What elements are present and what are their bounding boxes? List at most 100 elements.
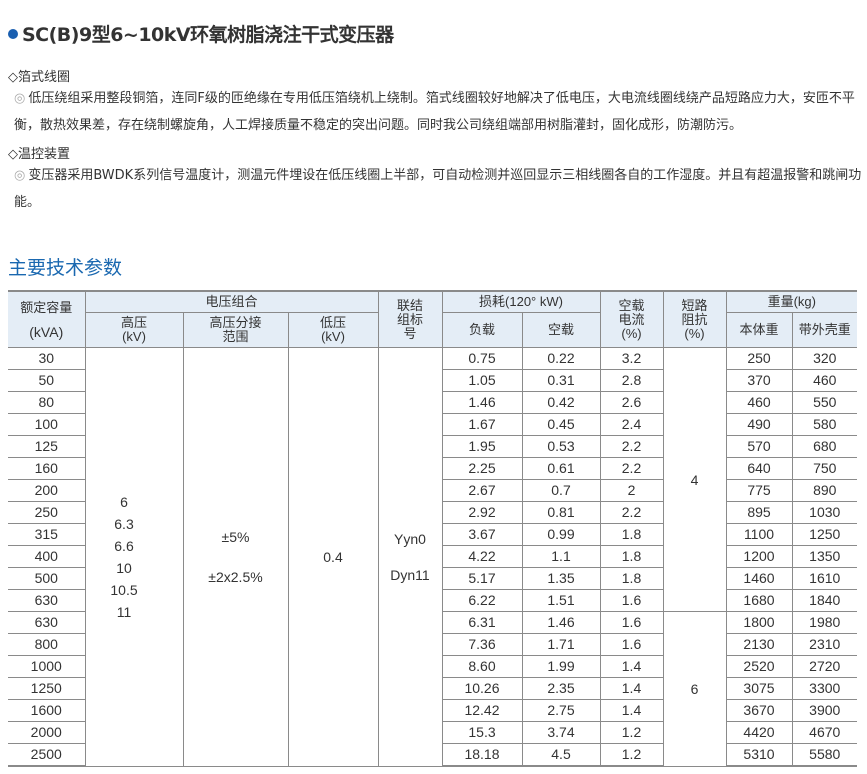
load-loss-cell: 1.46	[441, 391, 523, 414]
case-weight-cell: 680	[791, 435, 858, 458]
noload-loss-cell: 2.35	[521, 677, 601, 700]
header-text: 额定容量	[20, 299, 73, 315]
case-weight-cell: 2720	[791, 655, 858, 678]
load-loss-cell: 12.42	[441, 699, 523, 722]
noload-current-cell: 2.8	[599, 369, 664, 392]
case-weight-cell: 580	[791, 413, 858, 436]
body-weight-cell: 4420	[725, 721, 793, 744]
header-text: 阻抗	[681, 311, 708, 327]
load-loss-cell: 2.67	[441, 479, 523, 502]
body-weight-cell: 640	[725, 457, 793, 480]
bullet-dot-icon	[8, 29, 18, 39]
case-weight-cell: 1840	[791, 589, 858, 612]
noload-loss-cell: 0.31	[521, 369, 601, 392]
load-loss-cell: 6.22	[441, 589, 523, 612]
load-loss-cell: 3.67	[441, 523, 523, 546]
capacity-cell: 2500	[8, 743, 86, 767]
load-loss-cell: 2.25	[441, 457, 523, 480]
body-weight-cell: 3075	[725, 677, 793, 700]
header-text: 空载	[618, 297, 645, 313]
connection-cell: Yyn0 Dyn11	[377, 347, 443, 767]
noload-current-cell: 2.2	[599, 435, 664, 458]
header-text: 联结	[396, 297, 423, 313]
header-text: 组标	[396, 311, 423, 327]
body-weight-cell: 3670	[725, 699, 793, 722]
body-weight-cell: 250	[725, 347, 793, 370]
hv-cell-value: 10.5	[110, 581, 138, 598]
body-weight-cell: 370	[725, 369, 793, 392]
table-row: 30 6 6.3 6.6 10 10.5 11 ±5% ±2x2.5% 0.4 Yyn0 Dyn11 0…	[8, 347, 858, 767]
load-loss-cell: 10.26	[441, 677, 523, 700]
body-weight-cell: 490	[725, 413, 793, 436]
body-weight-cell: 775	[725, 479, 793, 502]
table-row: 400 4.22 1.1 1.8 1200 1350	[8, 545, 858, 568]
body-weight-cell: 1460	[725, 567, 793, 590]
noload-current-cell: 1.6	[599, 589, 664, 612]
case-weight-cell: 2310	[791, 633, 858, 656]
load-loss-cell: 1.95	[441, 435, 523, 458]
connection-cell-value: Dyn11	[390, 566, 430, 583]
capacity-cell: 1600	[8, 699, 86, 722]
body-weight-cell: 2520	[725, 655, 793, 678]
noload-current-cell: 1.8	[599, 523, 664, 546]
header-capacity: 额定容量 (kVA)	[8, 290, 86, 348]
header-unit: (kVA)	[29, 323, 64, 340]
load-loss-cell: 4.22	[441, 545, 523, 568]
noload-loss-cell: 1.35	[521, 567, 601, 590]
hv-cell-value: 6.3	[114, 515, 134, 532]
load-loss-cell: 18.18	[441, 743, 523, 767]
header-load-loss: 负载	[441, 312, 523, 348]
paragraph: 低压绕组采用整段铜箔，连同F级的匝绝缘在专用低压箔绕机上绕制。箔式线圈较好地解决…	[14, 91, 855, 133]
load-loss-cell: 1.05	[441, 369, 523, 392]
spec-table: 额定容量 (kVA) 电压组合 联结 组标号 损耗(120° kW) 空载 电流 (%)…	[8, 290, 858, 767]
noload-loss-cell: 0.53	[521, 435, 601, 458]
noload-current-cell: 1.4	[599, 677, 664, 700]
case-weight-cell: 1030	[791, 501, 858, 524]
noload-loss-cell: 1.1	[521, 545, 601, 568]
impedance-cell: 4	[662, 347, 727, 612]
case-weight-cell: 750	[791, 457, 858, 480]
table-row: 200 2.67 0.7 2 775 890	[8, 479, 858, 502]
noload-current-cell: 2	[599, 479, 664, 502]
body-weight-cell: 570	[725, 435, 793, 458]
paragraph: 变压器采用BWDK系列信号温度计，测温元件埋设在低压线圈上半部，可自动检测并巡回…	[14, 168, 862, 210]
hv-cell-value: 6.6	[114, 537, 134, 554]
header-impedance: 短路 阻抗 (%)	[662, 290, 727, 348]
capacity-cell: 315	[8, 523, 86, 546]
table-row: 100 1.67 0.45 2.4 490 580	[8, 413, 858, 436]
header-case-weight: 带外壳重	[791, 312, 858, 348]
lv-cell-value: 0.4	[323, 548, 343, 565]
header-noload-loss: 空载	[521, 312, 601, 348]
noload-current-cell: 1.8	[599, 567, 664, 590]
hv-cell-value: 11	[116, 603, 132, 620]
case-weight-cell: 1250	[791, 523, 858, 546]
section-text-temp-control: ◎ 变压器采用BWDK系列信号温度计，测温元件埋设在低压线圈上半部，可自动检测并巡…	[14, 162, 864, 216]
case-weight-cell: 3900	[791, 699, 858, 722]
noload-loss-cell: 0.81	[521, 501, 601, 524]
case-weight-cell: 5580	[791, 743, 858, 767]
noload-current-cell: 2.6	[599, 391, 664, 414]
load-loss-cell: 2.92	[441, 501, 523, 524]
case-weight-cell: 890	[791, 479, 858, 502]
tap-range-cell: ±5% ±2x2.5%	[182, 347, 289, 767]
body-weight-cell: 895	[725, 501, 793, 524]
case-weight-cell: 1610	[791, 567, 858, 590]
body-weight-cell: 5310	[725, 743, 793, 767]
section-title-specs: 主要技术参数	[8, 257, 123, 279]
load-loss-cell: 1.67	[441, 413, 523, 436]
capacity-cell: 500	[8, 567, 86, 590]
impedance-cell: 6	[662, 611, 727, 767]
noload-loss-cell: 2.75	[521, 699, 601, 722]
hv-cell-value: 10	[116, 559, 132, 576]
noload-loss-cell: 0.7	[521, 479, 601, 502]
body-weight-cell: 1100	[725, 523, 793, 546]
header-loss: 损耗(120° kW)	[441, 290, 601, 313]
noload-loss-cell: 1.51	[521, 589, 601, 612]
body-weight-cell: 1800	[725, 611, 793, 634]
ring-bullet-icon: ◎	[14, 91, 26, 106]
header-connection: 联结 组标号	[377, 290, 443, 348]
case-weight-cell: 1980	[791, 611, 858, 634]
table-row: 2500 18.18 4.5 1.2 5310 5580	[8, 743, 858, 767]
load-loss-cell: 5.17	[441, 567, 523, 590]
load-loss-cell: 15.3	[441, 721, 523, 744]
